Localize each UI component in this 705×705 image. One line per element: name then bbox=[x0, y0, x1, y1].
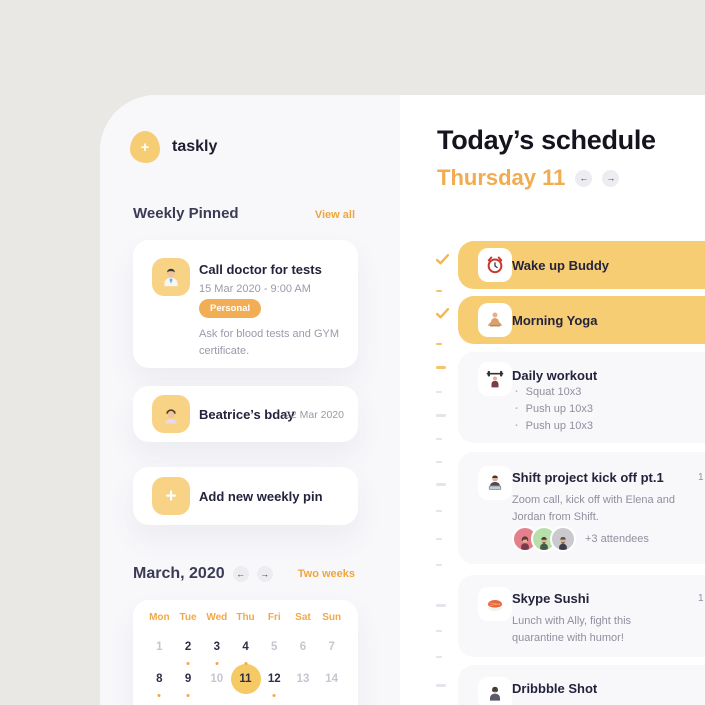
schedule-title: Wake up Buddy bbox=[512, 258, 610, 273]
pinned-title: Beatrice’s bday bbox=[199, 407, 295, 422]
day-cell[interactable]: 2 bbox=[174, 630, 203, 665]
logo-text: taskly bbox=[172, 138, 218, 155]
day-cell[interactable]: 8 bbox=[145, 662, 174, 697]
day-cell[interactable]: 10 bbox=[210, 673, 224, 685]
attendee-avatars: +3 attendees bbox=[512, 526, 649, 552]
day-next-button[interactable]: → bbox=[602, 169, 620, 187]
schedule-description: Lunch with Ally, fight this quarantine w… bbox=[512, 615, 632, 644]
arrow-right-icon: → bbox=[606, 173, 616, 183]
attendees-count: +3 attendees bbox=[585, 533, 649, 545]
day-cell[interactable]: 9 bbox=[174, 662, 203, 697]
technologist-icon bbox=[478, 466, 512, 500]
pinned-card-doctor[interactable]: Call doctor for tests 15 Mar 2020 - 9:00… bbox=[133, 240, 358, 368]
timeline-tick bbox=[436, 290, 442, 292]
current-day-label: Thursday 11 bbox=[437, 165, 566, 190]
schedule-time: 1 bbox=[698, 593, 704, 604]
schedule-item-yoga[interactable]: Morning Yoga bbox=[458, 296, 705, 344]
add-pin-label: Add new weekly pin bbox=[199, 489, 323, 504]
schedule-item-dribbble-shot[interactable]: Dribbble Shot Work on new shot for the t… bbox=[458, 665, 705, 705]
check-icon[interactable] bbox=[435, 306, 450, 324]
schedule-title: Dribbble Shot bbox=[512, 681, 598, 696]
pinned-description: Ask for blood tests and GYM certificate. bbox=[199, 328, 340, 357]
pinned-title: Call doctor for tests bbox=[199, 262, 322, 277]
schedule-title: Daily workout bbox=[512, 368, 598, 383]
doctor-icon bbox=[152, 258, 190, 296]
timeline-tick bbox=[436, 391, 442, 393]
app-panel: + taskly Weekly Pinned View all Call doc… bbox=[100, 95, 705, 705]
schedule-description: Zoom call, kick off with Elena and Jorda… bbox=[512, 494, 676, 523]
timeline-current-marker bbox=[436, 366, 446, 369]
workout-bullet-list: Squat 10x3 Push up 10x3 Push up 10x3 bbox=[515, 384, 593, 435]
bullet-item: Push up 10x3 bbox=[515, 401, 593, 418]
timeline-tick bbox=[436, 604, 446, 607]
schedule-time: 1 bbox=[698, 472, 704, 483]
main-panel: Today’s schedule Thursday 11 ← → bbox=[400, 95, 705, 705]
day-cell[interactable]: 5 bbox=[271, 641, 278, 653]
day-cell[interactable]: 13 bbox=[296, 673, 310, 685]
add-weekly-pin-card[interactable]: + Add new weekly pin bbox=[133, 467, 358, 525]
pinned-date: 22 Mar 2020 bbox=[285, 409, 344, 421]
sushi-icon bbox=[478, 587, 512, 621]
arrow-left-icon: ← bbox=[236, 569, 246, 579]
weightlifter-icon bbox=[478, 362, 512, 396]
check-icon[interactable] bbox=[435, 252, 450, 270]
page-title: Today’s schedule bbox=[437, 125, 656, 155]
day-cell[interactable]: 3 bbox=[202, 630, 231, 665]
timeline-tick bbox=[436, 510, 442, 512]
day-prev-button[interactable]: ← bbox=[575, 169, 593, 187]
avatar bbox=[550, 526, 576, 552]
schedule-item-shift-kickoff[interactable]: Shift project kick off pt.1 1 Zoom call,… bbox=[458, 452, 705, 564]
timeline-tick bbox=[436, 684, 446, 687]
timeline-tick bbox=[436, 461, 442, 463]
bullet-item: Push up 10x3 bbox=[515, 418, 593, 435]
day-cell[interactable]: 12 bbox=[260, 662, 289, 697]
timeline-tick bbox=[436, 343, 442, 345]
weekday-header: Mon Tue Wed Thu Fri Sat Sun bbox=[149, 612, 342, 623]
weekly-pinned-title: Weekly Pinned bbox=[133, 205, 239, 222]
month-next-button[interactable]: → bbox=[256, 566, 273, 582]
arrow-right-icon: → bbox=[260, 569, 270, 579]
day-cell[interactable]: 14 bbox=[325, 673, 339, 685]
timeline-tick bbox=[436, 483, 446, 486]
designer-icon bbox=[478, 677, 512, 705]
pinned-datetime: 15 Mar 2020 - 9:00 AM bbox=[199, 283, 311, 295]
yoga-icon bbox=[478, 303, 512, 337]
two-weeks-link[interactable]: Two weeks bbox=[297, 568, 355, 580]
schedule-title: Morning Yoga bbox=[512, 313, 598, 328]
month-prev-button[interactable]: ← bbox=[232, 566, 249, 582]
schedule-title: Skype Sushi bbox=[512, 591, 590, 606]
month-title: March, 2020 bbox=[133, 565, 225, 582]
schedule-item-workout[interactable]: Daily workout Squat 10x3 Push up 10x3 Pu… bbox=[458, 352, 705, 443]
timeline-tick bbox=[436, 630, 442, 632]
day-cell-selected[interactable]: 11 bbox=[230, 662, 261, 696]
day-cell[interactable]: 6 bbox=[299, 641, 307, 653]
bullet-item: Squat 10x3 bbox=[515, 384, 593, 401]
schedule-title: Shift project kick off pt.1 bbox=[512, 470, 664, 485]
timeline-tick bbox=[436, 538, 442, 540]
timeline-tick bbox=[436, 564, 442, 566]
day-cell[interactable]: 1 bbox=[156, 641, 163, 653]
category-badge: Personal bbox=[199, 299, 262, 318]
day-cell[interactable]: 4 bbox=[231, 630, 260, 665]
plus-icon: + bbox=[152, 477, 190, 515]
pinned-card-bday[interactable]: Beatrice’s bday 22 Mar 2020 bbox=[133, 386, 358, 442]
calendar: Mon Tue Wed Thu Fri Sat Sun 1 2 3 4 5 6 7 8 9 … bbox=[133, 600, 358, 705]
alarm-clock-icon bbox=[478, 248, 512, 282]
sidebar: + taskly Weekly Pinned View all Call doc… bbox=[100, 95, 400, 705]
princess-icon bbox=[152, 395, 190, 433]
timeline-tick bbox=[436, 414, 446, 417]
timeline-tick bbox=[436, 438, 442, 440]
schedule-item-wake-up[interactable]: Wake up Buddy bbox=[458, 241, 705, 289]
day-cell[interactable]: 7 bbox=[328, 641, 335, 653]
schedule-item-skype-sushi[interactable]: Skype Sushi 1 Lunch with Ally, fight thi… bbox=[458, 575, 705, 657]
timeline-tick bbox=[436, 656, 442, 658]
view-all-link[interactable]: View all bbox=[314, 209, 355, 221]
arrow-left-icon: ← bbox=[579, 173, 589, 183]
logo-plus-icon: + bbox=[130, 131, 160, 163]
logo: + taskly bbox=[130, 131, 217, 163]
